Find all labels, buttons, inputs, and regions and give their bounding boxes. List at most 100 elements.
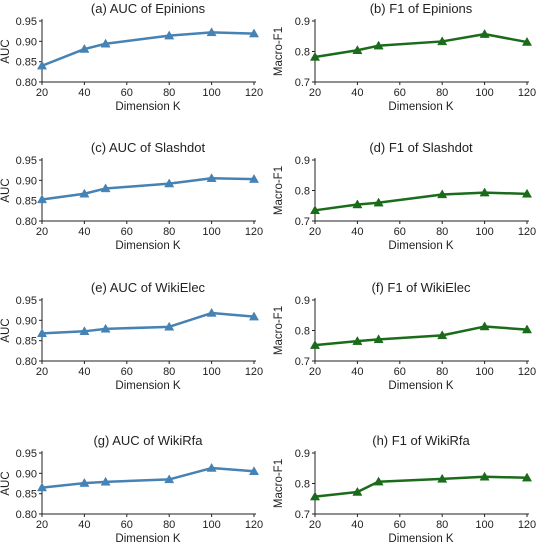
x-axis-label: Dimension K bbox=[115, 101, 181, 113]
y-axis-label: Macro-F1 bbox=[273, 27, 285, 76]
panel-g: (g) AUC of WikiRfa 20 40 60 80 100 120 0.80 0.85… bbox=[0, 433, 263, 545]
x-tick-label: 40 bbox=[78, 87, 90, 99]
series-line bbox=[313, 191, 529, 212]
x-axis-label: Dimension K bbox=[388, 101, 454, 113]
y-tick-label: 0.95 bbox=[16, 16, 37, 28]
series-line bbox=[40, 177, 256, 201]
data-point-marker bbox=[164, 474, 175, 484]
x-tick-label: 100 bbox=[202, 366, 220, 378]
series-line bbox=[40, 466, 256, 489]
x-tick-label: 100 bbox=[475, 519, 493, 531]
data-point-marker bbox=[100, 323, 111, 333]
x-tick-label: 40 bbox=[78, 366, 90, 378]
series-line bbox=[40, 31, 256, 67]
x-tick-label: 60 bbox=[394, 87, 406, 99]
x-axis-label: Dimension K bbox=[388, 533, 454, 545]
x-tick-label: 40 bbox=[78, 226, 90, 238]
data-point-marker bbox=[437, 330, 448, 340]
data-point-marker bbox=[248, 466, 260, 475]
x-tick-label: 40 bbox=[78, 519, 90, 531]
data-point-marker bbox=[309, 51, 321, 61]
data-point-marker bbox=[373, 334, 384, 344]
x-tick-label: 120 bbox=[518, 226, 536, 238]
data-point-marker bbox=[373, 197, 384, 207]
data-point-marker bbox=[36, 194, 48, 204]
x-tick-label: 20 bbox=[309, 87, 321, 99]
data-point-marker bbox=[352, 336, 363, 345]
data-point-marker bbox=[248, 311, 260, 321]
data-point-marker bbox=[437, 473, 448, 483]
x-tick-label: 100 bbox=[475, 226, 493, 238]
series-line bbox=[40, 311, 256, 335]
y-tick-label: 0.80 bbox=[16, 77, 37, 89]
y-tick-label: 0.9 bbox=[295, 448, 310, 460]
x-tick-label: 100 bbox=[202, 226, 220, 238]
y-tick-label: 0.95 bbox=[16, 155, 37, 167]
x-axis-label: Dimension K bbox=[388, 380, 454, 392]
x-tick-label: 20 bbox=[309, 226, 321, 238]
data-point-marker bbox=[36, 328, 48, 338]
data-point-marker bbox=[164, 30, 175, 40]
x-tick-label: 20 bbox=[309, 519, 321, 531]
data-point-marker bbox=[309, 340, 321, 349]
data-point-marker bbox=[521, 188, 533, 198]
x-tick-label: 100 bbox=[202, 87, 220, 99]
data-point-marker bbox=[521, 36, 533, 46]
y-axis-label: AUC bbox=[0, 471, 12, 495]
data-point-marker bbox=[36, 482, 48, 492]
x-tick-label: 120 bbox=[245, 226, 263, 238]
data-point-marker bbox=[206, 307, 217, 317]
y-tick-label: 0.85 bbox=[16, 196, 37, 208]
y-tick-label: 0.85 bbox=[16, 489, 37, 501]
x-tick-label: 80 bbox=[163, 87, 175, 99]
y-tick-label: 0.90 bbox=[16, 36, 37, 48]
panel-title: (f) F1 of WikiElec bbox=[372, 280, 471, 295]
panel-a: (a) AUC of Epinions 20 40 60 80 100 120 0.80 0.8… bbox=[0, 1, 263, 113]
y-axis-label: AUC bbox=[0, 318, 12, 342]
x-tick-label: 20 bbox=[36, 226, 48, 238]
y-tick-label: 0.8 bbox=[295, 326, 310, 338]
data-point-marker bbox=[206, 173, 217, 182]
data-point-marker bbox=[206, 27, 217, 37]
data-point-marker bbox=[309, 491, 321, 501]
x-tick-label: 60 bbox=[121, 366, 133, 378]
y-tick-label: 0.7 bbox=[295, 509, 310, 521]
panel-title: (h) F1 of WikiRfa bbox=[372, 433, 470, 448]
x-tick-label: 40 bbox=[351, 519, 363, 531]
y-tick-label: 0.85 bbox=[16, 57, 37, 69]
x-axis-label: Dimension K bbox=[115, 533, 181, 545]
x-tick-label: 20 bbox=[36, 87, 48, 99]
x-tick-label: 80 bbox=[436, 519, 448, 531]
x-tick-label: 120 bbox=[518, 366, 536, 378]
data-point-marker bbox=[100, 183, 111, 193]
y-tick-label: 0.90 bbox=[16, 468, 37, 480]
y-tick-label: 0.8 bbox=[295, 47, 310, 59]
x-tick-label: 120 bbox=[245, 519, 263, 531]
x-tick-label: 80 bbox=[163, 226, 175, 238]
x-tick-label: 20 bbox=[36, 366, 48, 378]
y-tick-label: 0.95 bbox=[16, 295, 37, 307]
x-tick-label: 60 bbox=[121, 226, 133, 238]
series-line bbox=[313, 32, 529, 59]
panel-title: (e) AUC of WikiElec bbox=[91, 280, 206, 295]
x-tick-label: 40 bbox=[351, 87, 363, 99]
data-point-marker bbox=[100, 476, 111, 486]
panel-d: (d) F1 of Slashdot 20 40 60 80 100 120 0.7 0.8 0.… bbox=[273, 140, 536, 252]
panel-e: (e) AUC of WikiElec 20 40 60 80 100 120 0.80 0.8… bbox=[0, 280, 263, 392]
y-tick-label: 0.80 bbox=[16, 216, 37, 228]
y-tick-label: 0.95 bbox=[16, 448, 37, 460]
y-tick-label: 0.90 bbox=[16, 175, 37, 187]
data-point-marker bbox=[437, 36, 448, 46]
series-line bbox=[313, 325, 529, 347]
y-tick-label: 0.9 bbox=[295, 16, 310, 28]
x-axis-label: Dimension K bbox=[115, 380, 181, 392]
x-tick-label: 120 bbox=[518, 87, 536, 99]
x-tick-label: 120 bbox=[245, 366, 263, 378]
data-point-marker bbox=[479, 471, 490, 481]
y-tick-label: 0.85 bbox=[16, 336, 37, 348]
panel-b: (b) F1 of Epinions 20 40 60 80 100 120 0.7 0.8 0.… bbox=[273, 1, 536, 113]
data-point-marker bbox=[164, 321, 175, 331]
x-tick-label: 80 bbox=[163, 519, 175, 531]
x-axis-label: Dimension K bbox=[115, 240, 181, 252]
